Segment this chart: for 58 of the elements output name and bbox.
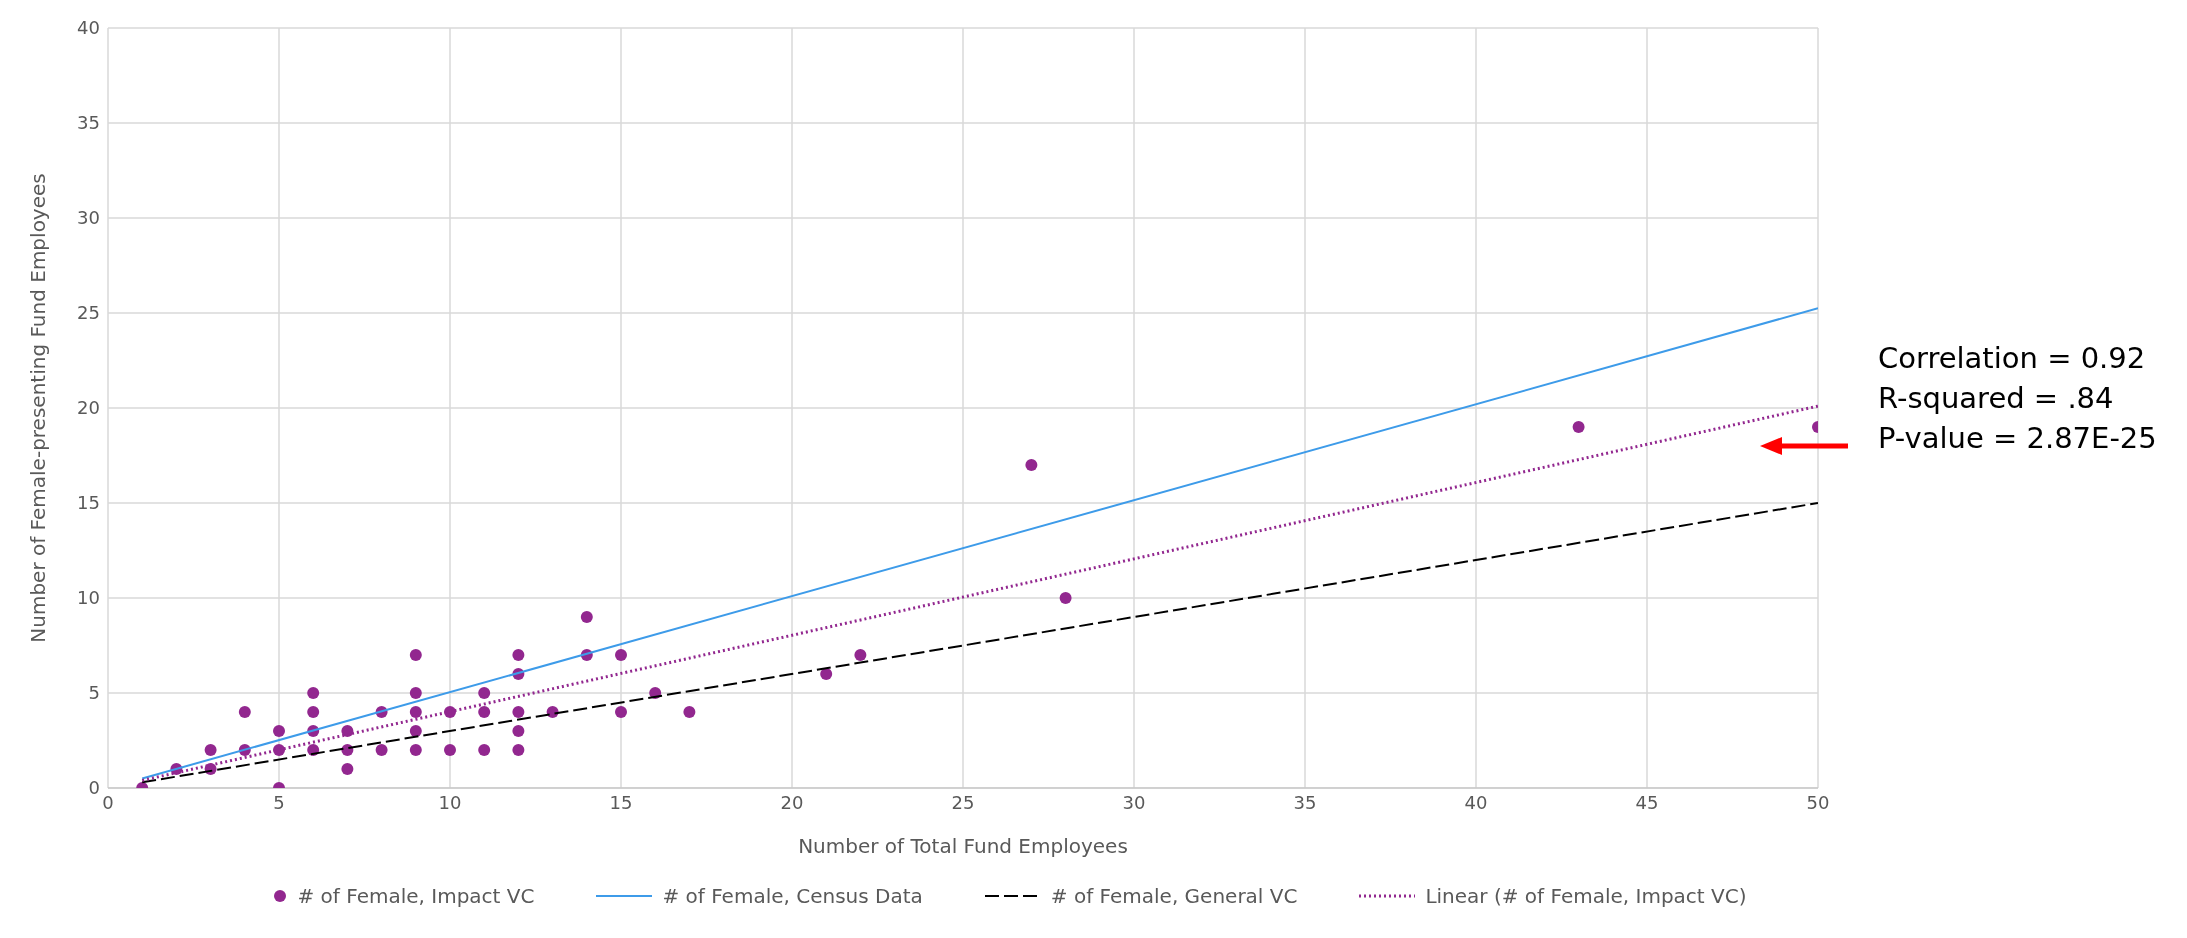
y-tick-label: 30 (77, 207, 100, 229)
x-axis-title: Number of Total Fund Employees (798, 834, 1128, 858)
point (478, 706, 491, 718)
point (615, 649, 627, 661)
point (512, 706, 525, 718)
point (204, 744, 217, 756)
y-axis-title: Number of Female-presenting Fund Employees (26, 173, 51, 643)
point (409, 706, 422, 718)
y-tick-label: 40 (77, 17, 100, 39)
x-tick-label: 0 (102, 791, 114, 813)
point (409, 744, 422, 756)
point (478, 744, 491, 756)
legend-label: # of Female, General VC (1050, 884, 1298, 908)
point (1059, 592, 1072, 604)
point (341, 763, 354, 775)
point (444, 744, 456, 756)
x-tick-label: 40 (1464, 791, 1488, 813)
point (512, 725, 525, 737)
point (615, 706, 627, 718)
point (409, 725, 422, 737)
point (273, 725, 285, 737)
y-tick-label: 25 (77, 302, 100, 324)
point (409, 649, 422, 661)
x-tick-label: 20 (780, 791, 804, 813)
y-tick-label: 35 (77, 112, 100, 134)
x-tick-label: 10 (438, 791, 462, 813)
point (307, 687, 320, 699)
point (409, 687, 422, 699)
y-tick-label: 10 (77, 587, 100, 609)
x-tick-label: 5 (273, 791, 285, 813)
point (1025, 459, 1038, 471)
point (375, 744, 388, 756)
text: P-value = 2.87E-25 (1878, 420, 2157, 457)
point (512, 649, 525, 661)
x-tick-label: 25 (951, 791, 975, 813)
x-tick-label: 35 (1293, 791, 1317, 813)
point (854, 649, 867, 661)
x-tick-label: 30 (1122, 791, 1146, 813)
x-tick-label: 15 (609, 791, 633, 813)
y-tick-label: 15 (77, 492, 100, 514)
y-tick-label: 5 (88, 682, 100, 704)
x-tick-label: 45 (1635, 791, 1659, 813)
point (512, 744, 525, 756)
y-tick-label: 20 (77, 397, 100, 419)
point (238, 706, 251, 718)
legend-label: # of Female, Census Data (662, 884, 923, 908)
point (1572, 421, 1585, 433)
legend-label: Linear (# of Female, Impact VC) (1425, 884, 1747, 908)
y-tick-label: 0 (88, 777, 100, 799)
point (683, 706, 696, 718)
text: R-squared = .84 (1878, 380, 2115, 417)
point (478, 687, 491, 699)
text: Correlation = 0.92 (1878, 340, 2147, 377)
legend-label: # of Female, Impact VC (297, 884, 535, 908)
point (820, 668, 833, 680)
point (580, 611, 593, 623)
x-tick-label: 50 (1806, 791, 1830, 813)
point (307, 706, 320, 718)
